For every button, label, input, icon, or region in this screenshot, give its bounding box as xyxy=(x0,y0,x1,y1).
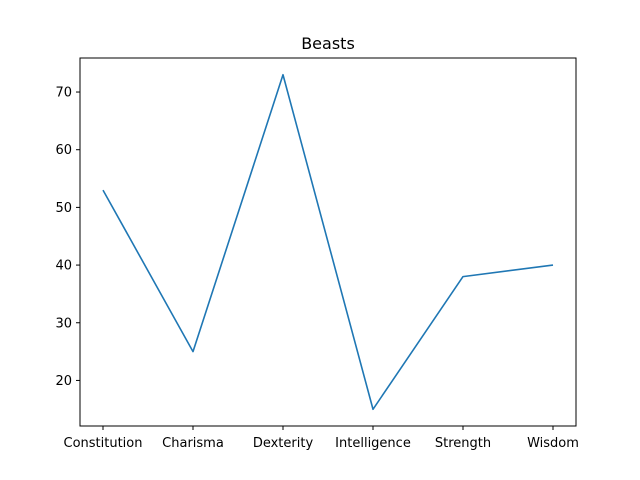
x-tick-label: Strength xyxy=(435,436,491,451)
x-axis: Constitution Charisma Dexterity Intelligenc… xyxy=(64,426,579,451)
y-tick-label: 40 xyxy=(55,259,72,274)
plot-area-frame xyxy=(79,57,577,427)
y-tick-label: 30 xyxy=(55,316,72,331)
x-tick-label: Charisma xyxy=(162,436,224,451)
y-tick-label: 50 xyxy=(55,201,72,216)
series-layer xyxy=(102,73,554,411)
chart-title: Beasts xyxy=(301,34,355,53)
y-tick-label: 20 xyxy=(55,374,72,389)
y-tick-label: 60 xyxy=(55,143,72,158)
y-axis: 20 30 40 50 60 70 xyxy=(55,86,80,389)
x-tick-label: Constitution xyxy=(64,436,143,451)
y-tick-label: 70 xyxy=(55,86,72,101)
x-tick-label: Intelligence xyxy=(335,436,411,451)
series-line xyxy=(102,73,554,411)
x-tick-label: Wisdom xyxy=(527,436,579,451)
x-tick-label: Dexterity xyxy=(253,436,314,451)
